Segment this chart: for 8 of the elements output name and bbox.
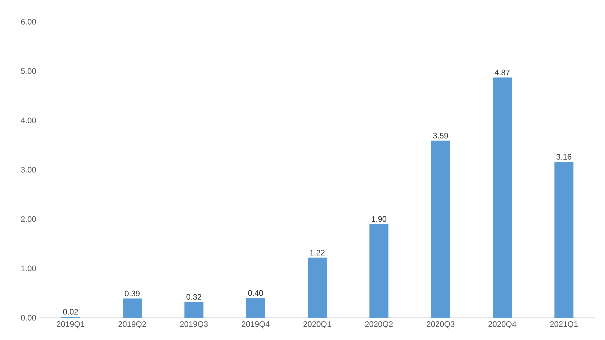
bar bbox=[493, 78, 512, 318]
bar bbox=[184, 302, 204, 318]
bar bbox=[370, 224, 389, 318]
bar bbox=[308, 258, 327, 318]
bar bbox=[431, 140, 450, 318]
bar bbox=[554, 162, 574, 318]
bar bbox=[246, 298, 266, 318]
bar bbox=[123, 298, 142, 318]
